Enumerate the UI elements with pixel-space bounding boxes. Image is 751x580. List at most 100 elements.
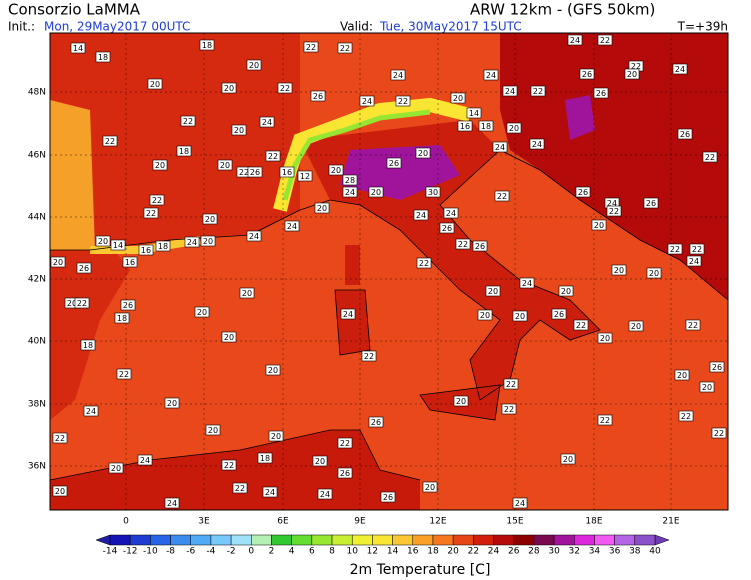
station-label: 18 (158, 242, 168, 251)
colorbar-segment (493, 534, 514, 546)
label-box (503, 378, 519, 390)
label-box (380, 491, 396, 503)
hot-area (565, 95, 595, 140)
colorbar-segment (372, 534, 393, 546)
label-box (147, 78, 163, 90)
label-box (246, 59, 262, 71)
station-label: 20 (488, 287, 498, 296)
station-label: 20 (224, 84, 234, 93)
colorbar-tick-label: -4 (206, 547, 215, 557)
land (345, 245, 360, 285)
label-box (76, 262, 92, 274)
station-label: 26 (79, 264, 89, 273)
station-label: 20 (456, 397, 466, 406)
label-box (443, 207, 459, 219)
station-label: 14 (113, 241, 123, 250)
station-label: 24 (570, 36, 580, 45)
lead-time: T=+39h (677, 20, 728, 34)
colorbar-tick-label: 36 (609, 547, 621, 557)
label-box (485, 285, 501, 297)
colorbar-tick-label: -10 (143, 547, 158, 557)
station-label: 24 (505, 87, 515, 96)
colorbar-segment (251, 534, 272, 546)
station-label: 20 (315, 457, 325, 466)
colorbar-tick-label: 2 (269, 547, 275, 557)
station-label: 18 (260, 454, 270, 463)
label-box (95, 51, 111, 63)
label-box (342, 174, 358, 186)
colorbar-segment (634, 534, 656, 546)
station-label: 24 (187, 238, 197, 247)
colorbar-tick-label: 16 (407, 547, 419, 557)
station-label: 20 (55, 487, 65, 496)
label-box (551, 308, 567, 320)
station-label: 20 (220, 161, 230, 170)
station-label: 22 (670, 245, 680, 254)
label-box (221, 331, 237, 343)
station-label: 24 (249, 232, 259, 241)
colorbar-segment (230, 534, 252, 546)
station-label: 20 (561, 287, 571, 296)
label-box (483, 69, 499, 81)
station-label: 20 (208, 426, 218, 435)
label-box (262, 486, 278, 498)
label-box (416, 257, 432, 269)
station-label: 20 (53, 258, 63, 267)
station-label: 26 (578, 188, 588, 197)
station-label: 20 (371, 188, 381, 197)
station-label: 22 (183, 117, 193, 126)
station-label: 22 (497, 192, 507, 201)
label-box (277, 82, 293, 94)
label-box (472, 240, 488, 252)
label-box (83, 405, 99, 417)
model: ARW 12km - (GFS 50km) (470, 1, 655, 19)
colorbar-under (95, 534, 111, 546)
label-box (501, 403, 517, 415)
colorbar-segment (553, 534, 575, 546)
label-box (597, 34, 613, 46)
station-label: 20 (627, 70, 637, 79)
label-box (265, 150, 281, 162)
land (50, 33, 300, 250)
lon-label: 12E (429, 517, 446, 527)
station-label: 20 (242, 289, 252, 298)
station-label: 22 (705, 153, 715, 162)
label-box (413, 209, 429, 221)
label-box (317, 488, 333, 500)
label-box (310, 90, 326, 102)
label-box (268, 430, 284, 442)
label-box (205, 424, 221, 436)
station-label: 22 (224, 461, 234, 470)
label-box (702, 151, 718, 163)
colorbar-tick-label: -6 (186, 547, 195, 557)
station-label: 24 (345, 188, 355, 197)
label-box (624, 68, 640, 80)
label-box (52, 432, 68, 444)
colorbar-segment (311, 534, 333, 546)
label-box (337, 437, 353, 449)
label-box (137, 454, 153, 466)
colorbar-segment (574, 534, 595, 546)
lon-label: 0 (123, 517, 129, 527)
station-label: 24 (416, 211, 426, 220)
colorbar-segment (412, 534, 434, 546)
station-label: 22 (504, 405, 514, 414)
station-label: 22 (419, 259, 429, 268)
colorbar-segment (210, 534, 232, 546)
hot-area (340, 145, 460, 200)
colorbar-segment (351, 534, 373, 546)
colorbar-tick-label: 24 (488, 547, 500, 557)
station-label: 26 (250, 168, 260, 177)
station-label: 20 (453, 94, 463, 103)
station-label: 24 (167, 499, 177, 508)
colorbar-tick-label: 34 (589, 547, 601, 557)
colorbar-segment (473, 534, 494, 546)
station-label: 24 (446, 209, 456, 218)
label-box (52, 485, 68, 497)
label-box (502, 85, 518, 97)
station-label: 20 (167, 399, 177, 408)
station-label: 26 (313, 92, 323, 101)
label-box (194, 306, 210, 318)
station-label: 30 (428, 188, 438, 197)
label-box (314, 202, 330, 214)
